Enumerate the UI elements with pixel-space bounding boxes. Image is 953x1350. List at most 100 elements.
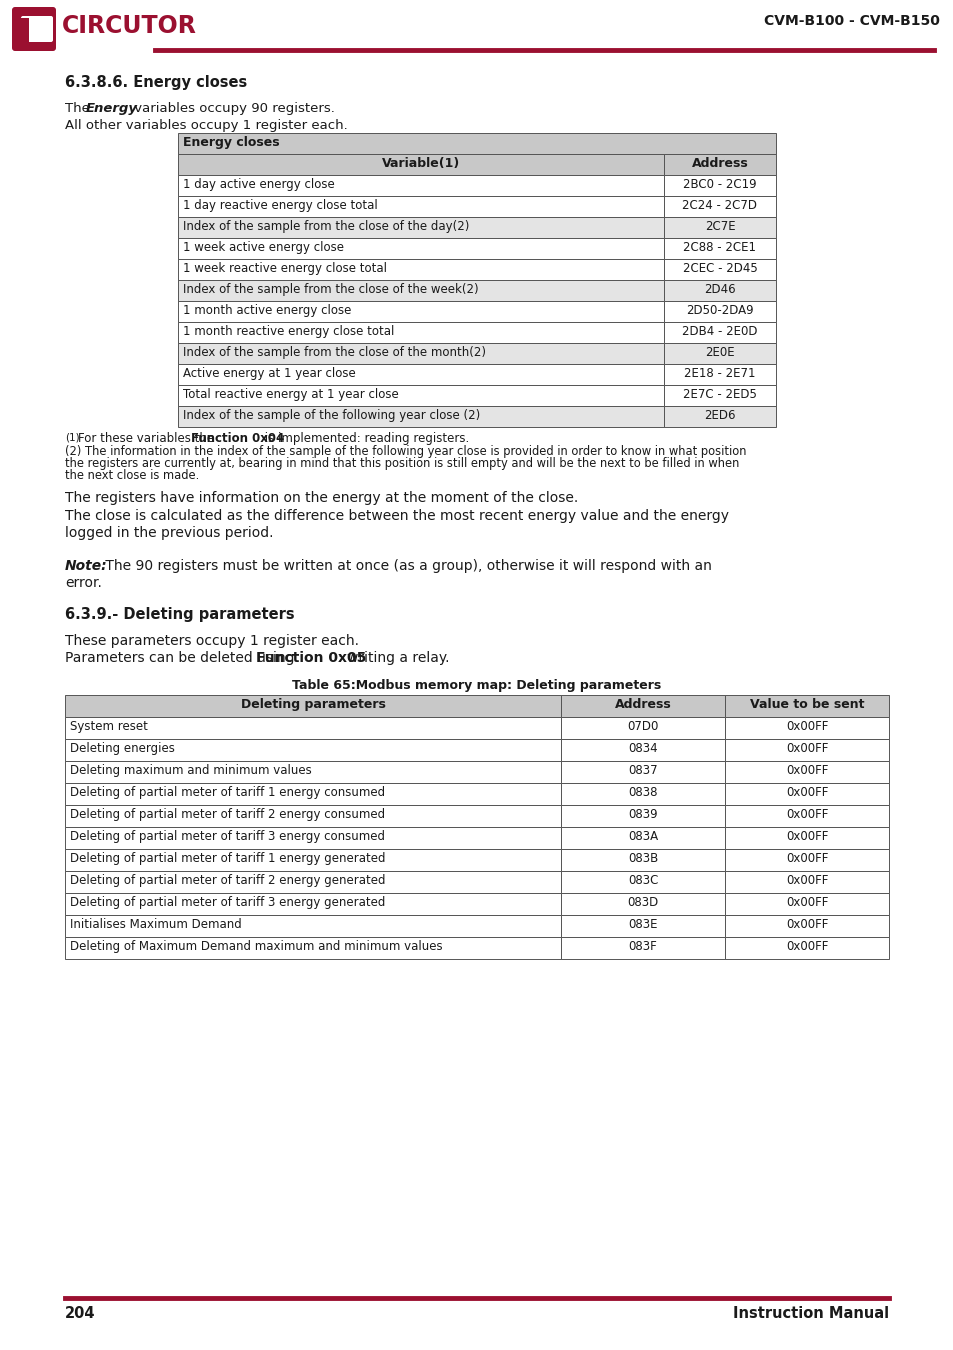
Text: 2C24 - 2C7D: 2C24 - 2C7D [681,198,757,212]
Bar [178,364,663,385]
Text: Note:: Note: [65,559,108,572]
Text: Value to be sent: Value to be sent [749,698,863,711]
Text: variables occupy 90 registers.: variables occupy 90 registers. [130,103,335,115]
Bar [65,717,560,738]
Bar [560,783,724,805]
Text: Energy closes: Energy closes [183,136,279,148]
Bar [560,761,724,783]
Text: For these variables the: For these variables the [78,432,217,446]
Text: Deleting maximum and minimum values: Deleting maximum and minimum values [70,764,312,778]
Text: Deleting of Maximum Demand maximum and minimum values: Deleting of Maximum Demand maximum and m… [70,940,442,953]
Text: CIRCUTOR: CIRCUTOR [62,14,196,38]
Bar [178,301,663,323]
Bar [724,783,888,805]
Text: 0x00FF: 0x00FF [785,786,827,799]
Text: Total reactive energy at 1 year close: Total reactive energy at 1 year close [183,387,398,401]
Bar [178,134,775,154]
Bar [724,828,888,849]
Bar [65,738,560,761]
Text: 2C7E: 2C7E [704,220,735,234]
Text: 2E18 - 2E71: 2E18 - 2E71 [683,367,755,379]
Text: 0837: 0837 [627,764,658,778]
Text: Table 65:Modbus memory map: Deleting parameters: Table 65:Modbus memory map: Deleting par… [292,679,661,693]
Text: the registers are currently at, bearing in mind that this position is still empt: the registers are currently at, bearing … [65,458,739,470]
Bar [560,915,724,937]
Text: CVM-B100 - CVM-B150: CVM-B100 - CVM-B150 [763,14,939,28]
FancyBboxPatch shape [12,7,56,51]
Bar [178,154,663,176]
Text: 0x00FF: 0x00FF [785,720,827,733]
Text: 07D0: 07D0 [627,720,658,733]
Bar [65,761,560,783]
Text: error.: error. [65,576,102,590]
Text: Instruction Manual: Instruction Manual [732,1305,888,1322]
Bar [65,915,560,937]
Bar [178,343,663,364]
Bar [663,154,775,176]
Text: 0x00FF: 0x00FF [785,873,827,887]
Bar [65,828,560,849]
Bar [663,385,775,406]
Text: logged in the previous period.: logged in the previous period. [65,526,274,540]
Bar [663,343,775,364]
Bar [178,406,663,427]
Text: 083D: 083D [627,896,658,909]
Text: Index of the sample from the close of the week(2): Index of the sample from the close of th… [183,284,478,296]
Text: 1 day active energy close: 1 day active energy close [183,178,335,190]
Bar [663,364,775,385]
Text: Parameters can be deleted using: Parameters can be deleted using [65,651,298,666]
Text: Index of the sample from the close of the month(2): Index of the sample from the close of th… [183,346,485,359]
Text: Deleting of partial meter of tariff 2 energy consumed: Deleting of partial meter of tariff 2 en… [70,809,385,821]
Bar [663,196,775,217]
Text: 083F: 083F [628,940,657,953]
Text: Deleting of partial meter of tariff 1 energy consumed: Deleting of partial meter of tariff 1 en… [70,786,385,799]
Text: 0x00FF: 0x00FF [785,852,827,865]
Bar [724,717,888,738]
Bar [724,937,888,958]
Text: 0x00FF: 0x00FF [785,830,827,842]
Text: Deleting of partial meter of tariff 2 energy generated: Deleting of partial meter of tariff 2 en… [70,873,385,887]
Text: Deleting of partial meter of tariff 3 energy generated: Deleting of partial meter of tariff 3 en… [70,896,385,909]
Bar [178,259,663,279]
Text: the next close is made.: the next close is made. [65,468,199,482]
Text: The close is calculated as the difference between the most recent energy value a: The close is calculated as the differenc… [65,509,728,522]
Bar [65,805,560,828]
Bar [663,238,775,259]
Bar [663,217,775,238]
Bar [178,196,663,217]
Text: 2D50-2DA9: 2D50-2DA9 [685,304,753,317]
Bar [663,406,775,427]
Text: 1 week active energy close: 1 week active energy close [183,242,344,254]
Bar [724,805,888,828]
Text: Index of the sample of the following year close (2): Index of the sample of the following yea… [183,409,479,423]
Bar [663,259,775,279]
Bar [65,892,560,915]
Text: 1 month reactive energy close total: 1 month reactive energy close total [183,325,394,338]
Text: Variable(1): Variable(1) [381,157,459,170]
Text: (1): (1) [65,432,79,441]
Text: 0839: 0839 [627,809,658,821]
Text: 0x00FF: 0x00FF [785,918,827,932]
Bar [724,915,888,937]
Text: Function 0x04: Function 0x04 [191,432,284,446]
Bar [65,937,560,958]
Bar [560,871,724,892]
Text: 0838: 0838 [628,786,657,799]
FancyBboxPatch shape [21,16,53,42]
Bar [560,695,724,717]
Text: 2DB4 - 2E0D: 2DB4 - 2E0D [681,325,757,338]
Bar [560,717,724,738]
Bar [560,738,724,761]
Bar [178,385,663,406]
Text: 0x00FF: 0x00FF [785,940,827,953]
Bar [724,761,888,783]
Text: is implemented: reading registers.: is implemented: reading registers. [261,432,469,446]
Bar [560,849,724,871]
Text: 2E0E: 2E0E [704,346,734,359]
Text: 083B: 083B [627,852,658,865]
Bar [560,805,724,828]
Text: 0834: 0834 [627,743,658,755]
Text: All other variables occupy 1 register each.: All other variables occupy 1 register ea… [65,119,348,132]
Text: 0x00FF: 0x00FF [785,896,827,909]
Bar [65,695,560,717]
